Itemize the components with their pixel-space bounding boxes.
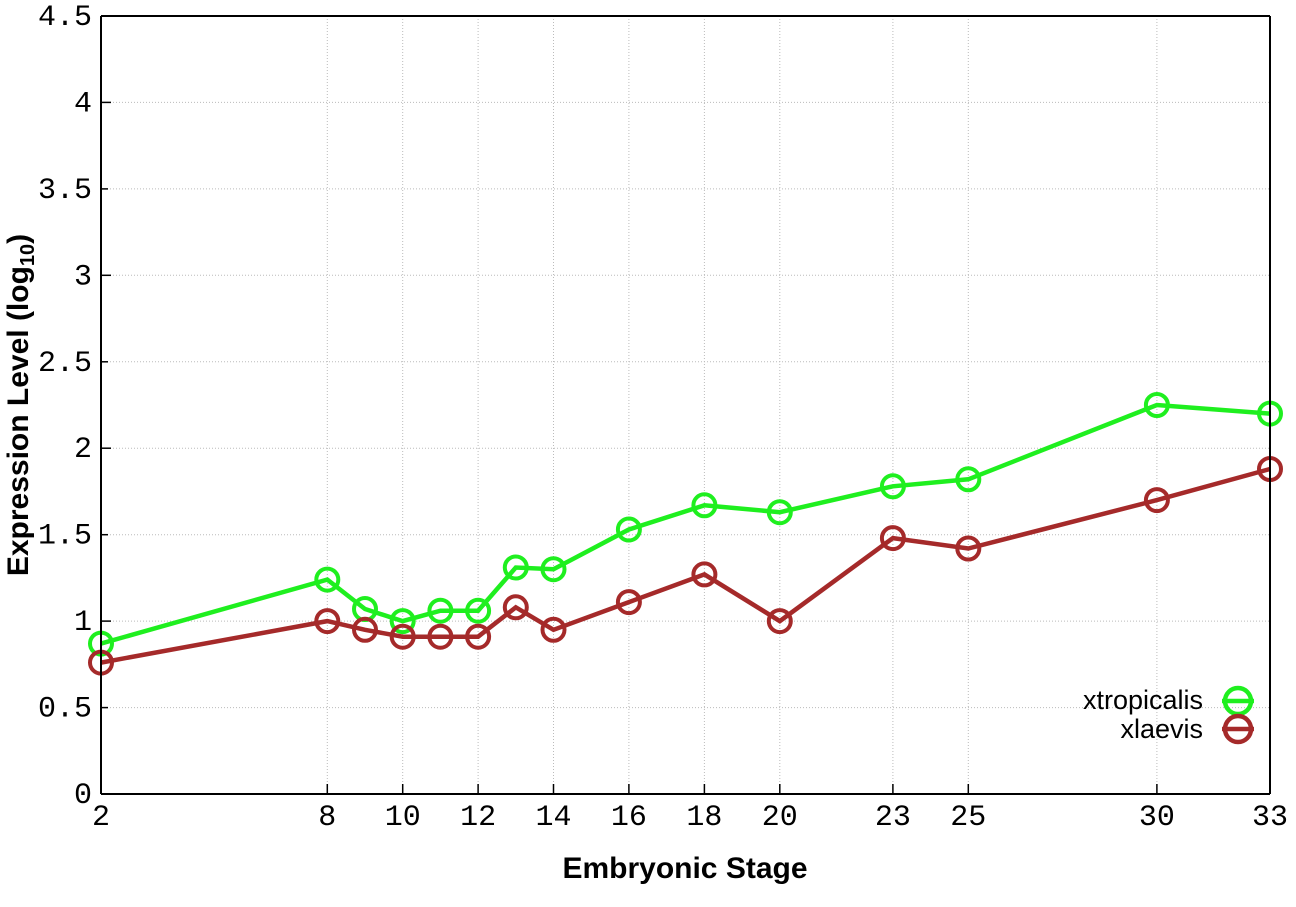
svg-text:3: 3	[74, 260, 92, 294]
svg-text:1.5: 1.5	[38, 520, 92, 554]
svg-text:16: 16	[611, 801, 647, 835]
svg-text:10: 10	[385, 801, 421, 835]
svg-text:4: 4	[74, 87, 92, 121]
svg-text:20: 20	[762, 801, 798, 835]
svg-text:12: 12	[460, 801, 496, 835]
svg-text:2: 2	[74, 433, 92, 467]
svg-text:4.5: 4.5	[38, 1, 92, 35]
svg-text:2: 2	[92, 801, 110, 835]
svg-text:xtropicalis: xtropicalis	[1083, 685, 1203, 715]
svg-text:33: 33	[1252, 801, 1288, 835]
svg-text:Expression Level (log10): Expression Level (log10)	[2, 234, 39, 576]
svg-text:18: 18	[686, 801, 722, 835]
svg-text:25: 25	[950, 801, 986, 835]
svg-text:30: 30	[1139, 801, 1175, 835]
svg-text:0.5: 0.5	[38, 693, 92, 727]
svg-text:1: 1	[74, 606, 92, 640]
svg-text:xlaevis: xlaevis	[1120, 714, 1203, 744]
svg-text:14: 14	[535, 801, 571, 835]
svg-text:3.5: 3.5	[38, 174, 92, 208]
svg-text:2.5: 2.5	[38, 347, 92, 381]
svg-text:8: 8	[318, 801, 336, 835]
svg-text:0: 0	[74, 779, 92, 813]
svg-text:Embryonic Stage: Embryonic Stage	[562, 852, 807, 885]
svg-text:23: 23	[875, 801, 911, 835]
